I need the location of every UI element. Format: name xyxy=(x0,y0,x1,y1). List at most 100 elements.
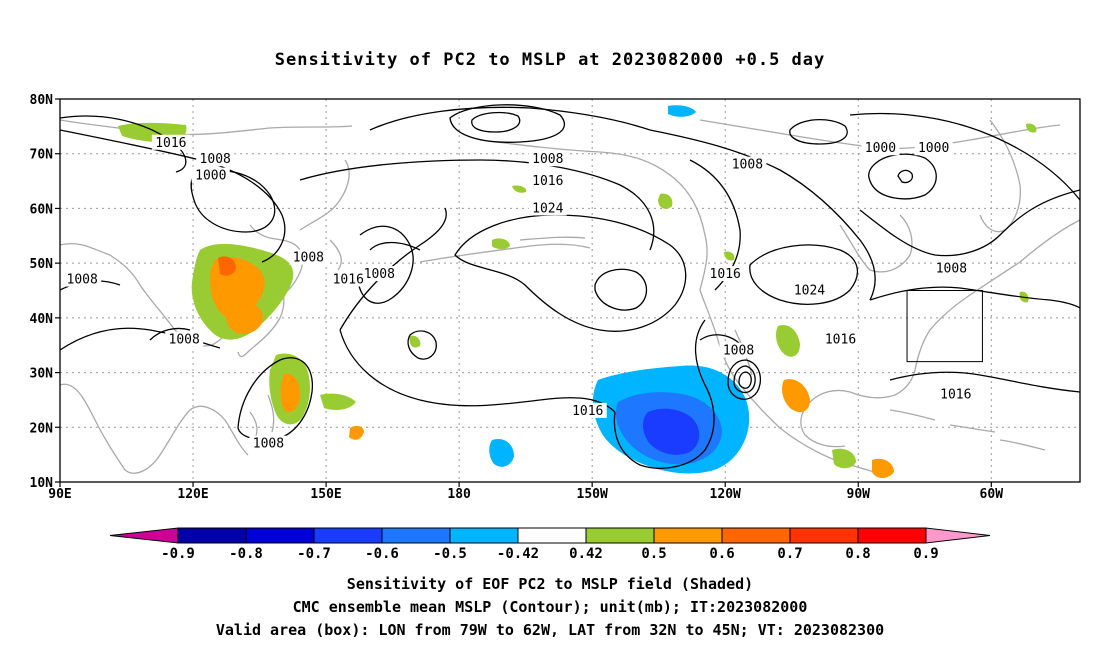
contour-label: 1000 xyxy=(195,169,226,184)
colorbar-segment xyxy=(313,527,383,544)
contour-label-bg xyxy=(289,249,328,265)
shade-mexico-green xyxy=(776,324,800,357)
contour-label-bg xyxy=(568,402,607,418)
valid-area-box xyxy=(906,290,983,363)
lon-label: 150W xyxy=(577,487,608,502)
coast-kamchatka xyxy=(299,159,350,271)
contour-label: 1008 xyxy=(532,152,563,167)
lon-label: 90E xyxy=(48,487,71,502)
isobar-1016-east-coast xyxy=(869,286,1080,309)
colorbar-low-triangle xyxy=(109,527,179,544)
contour-label: 1016 xyxy=(825,333,856,348)
coast-asia-north xyxy=(60,119,353,136)
contour-label-bg xyxy=(528,200,567,216)
shade-mexico-coast-dark-blue xyxy=(642,408,700,455)
colorbar-level-label: -0.5 xyxy=(433,546,467,562)
colorbar-level-label: 0.5 xyxy=(641,546,666,562)
shade-mexico-orange xyxy=(782,379,810,413)
contour-label-bg xyxy=(821,331,860,347)
contour-label: 1016 xyxy=(572,404,603,419)
shade-bc-green xyxy=(724,251,735,261)
contour-label-bg xyxy=(706,266,745,282)
isobar-1008-arctic-low xyxy=(369,106,651,131)
isobar-1000-greenland-low xyxy=(868,153,937,200)
lon-label: 120E xyxy=(177,487,208,502)
colorbar-level-label: 0.42 xyxy=(569,546,603,562)
colorbar-level-label: -0.9 xyxy=(161,546,195,562)
colorbar-segment xyxy=(721,527,791,544)
isobar-1008-west-pacific xyxy=(149,327,191,341)
map-frame xyxy=(59,98,1081,483)
contour-label: 1008 xyxy=(293,251,324,266)
colorbar-level-label: -0.8 xyxy=(229,546,263,562)
colorbar-level-label: 0.7 xyxy=(777,546,802,562)
contour-label-bg xyxy=(165,331,204,347)
isobar-1008-labrador xyxy=(859,189,1080,257)
lat-label: 80N xyxy=(30,93,54,108)
contour-label-bg xyxy=(528,151,567,167)
colorbar-level-label: -0.42 xyxy=(497,546,539,562)
shade-japan-orange xyxy=(226,299,264,335)
contour-label: 1008 xyxy=(732,158,763,173)
colorbar-level-label: -0.6 xyxy=(365,546,399,562)
caption-line-1: Sensitivity of EOF PC2 to MSLP field (Sh… xyxy=(346,575,754,593)
colorbar-level-label: 0.9 xyxy=(913,546,938,562)
lat-label: 50N xyxy=(30,257,54,272)
contour-label-bg xyxy=(191,167,230,183)
colorbar-segment xyxy=(381,527,451,544)
contour-label-bg xyxy=(196,151,235,167)
contour-label: 1008 xyxy=(67,273,98,288)
lon-label: 120W xyxy=(710,487,741,502)
lat-label: 20N xyxy=(30,421,54,436)
lat-label: 30N xyxy=(30,367,54,382)
contour-label-bg xyxy=(528,173,567,189)
isobar-1008-bering xyxy=(369,241,421,251)
lon-label: 150E xyxy=(310,487,341,502)
contour-label-bg xyxy=(861,140,900,156)
isobar-1024-north-america-high xyxy=(749,244,859,305)
contour-label: 1016 xyxy=(532,174,563,189)
caption-line-3: Valid area (box): LON from 79W to 62W, L… xyxy=(215,621,885,639)
isobar-1016-atlantic-south xyxy=(889,371,1080,393)
isobar-1016-subtropical xyxy=(339,329,616,413)
shade-subtropical-blue-west xyxy=(489,438,514,467)
lat-label: 70N xyxy=(30,148,54,163)
lon-label: 180 xyxy=(447,487,471,502)
lon-label: 60W xyxy=(980,487,1004,502)
lat-label: 40N xyxy=(30,312,54,327)
contour-label: 1008 xyxy=(169,333,200,348)
colorbar-segment xyxy=(857,527,927,544)
caption-line-2: CMC ensemble mean MSLP (Contour); unit(m… xyxy=(292,598,808,616)
colorbar-segment xyxy=(585,527,655,544)
colorbar-level-label: -0.7 xyxy=(297,546,331,562)
contour-label: 1000 xyxy=(865,141,896,156)
contour-label: 1016 xyxy=(333,273,364,288)
latitude-labels: 80N 70N 60N 50N 40N 30N 20N 10N xyxy=(30,93,60,491)
contour-label: 1024 xyxy=(794,284,825,299)
isobar-1024-inner xyxy=(594,268,648,311)
shade-pacific-green-small xyxy=(320,393,356,410)
sensitivity-shading xyxy=(118,105,1037,478)
contour-label: 1016 xyxy=(710,267,741,282)
colorbar-segment xyxy=(789,527,859,544)
shade-pacific-green-2 xyxy=(492,238,510,249)
shade-arctic-green-1 xyxy=(1026,123,1037,133)
shade-pacific-green-3 xyxy=(409,335,421,348)
contour-label: 1008 xyxy=(723,344,754,359)
shade-central-america-orange xyxy=(872,458,894,478)
isobar-1008-north-atlantic xyxy=(849,112,1080,201)
shade-canada-green-1 xyxy=(658,193,673,209)
contour-label-bg xyxy=(728,156,767,172)
colorbar-level-label: 0.8 xyxy=(845,546,870,562)
contour-label: 1000 xyxy=(918,141,949,156)
contour-label-bg xyxy=(936,386,975,402)
colorbar-segment xyxy=(517,527,587,544)
contour-label: 1008 xyxy=(253,437,284,452)
coast-east-north-america xyxy=(849,219,1080,399)
shade-philippine-sea-orange xyxy=(280,373,300,413)
shade-central-america-green xyxy=(832,448,856,469)
contour-label-bg xyxy=(63,271,102,287)
isobar-hurricane-ring-3 xyxy=(738,371,752,389)
contour-label: 1024 xyxy=(532,201,563,216)
